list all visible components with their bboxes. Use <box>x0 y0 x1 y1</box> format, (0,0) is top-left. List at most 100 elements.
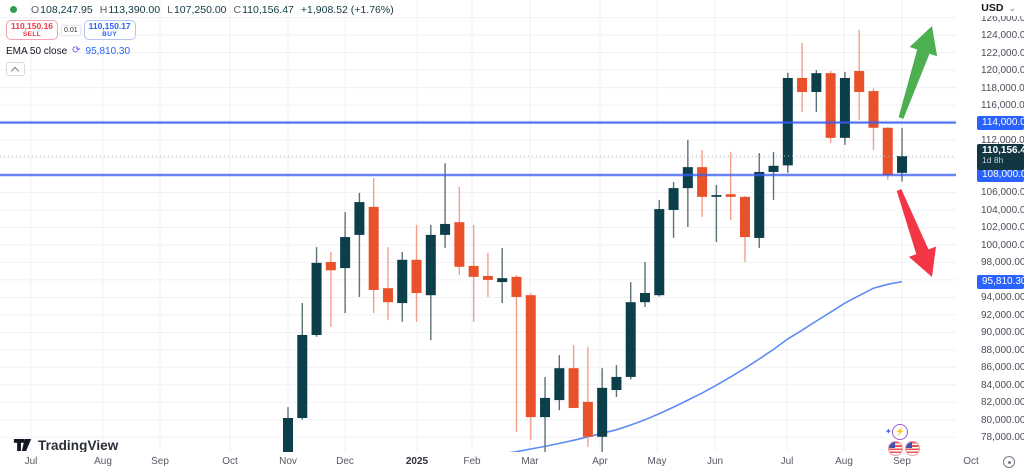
candle <box>497 247 508 304</box>
time-tick-label: Oct <box>963 456 979 467</box>
market-status-dot <box>10 6 17 13</box>
indicator-value: 95,810.30 <box>85 45 131 57</box>
time-tick-label: Mar <box>521 456 539 467</box>
event-markers: ✦ ⚡ <box>884 424 926 458</box>
candle <box>711 185 722 242</box>
time-tick-label: Dec <box>336 456 354 467</box>
candle <box>754 153 765 248</box>
indicator-legend[interactable]: EMA 50 close ⟳ 95,810.30 <box>6 45 394 57</box>
price-axis[interactable]: USD ⌄ 126,000.00 124,000.00 122,000.00 120,… <box>956 0 1024 452</box>
price-tick-label: 124,000.00 <box>981 30 1024 42</box>
candle <box>411 224 422 322</box>
candle <box>825 70 836 144</box>
candle <box>368 178 379 314</box>
candle <box>625 282 636 380</box>
time-tick-label: Apr <box>592 456 608 467</box>
time-tick-label: Sep <box>151 456 169 467</box>
time-tick-label: May <box>647 456 667 467</box>
price-tick-label: 112,000.00 <box>981 135 1024 147</box>
candle <box>511 275 522 432</box>
candle <box>454 186 465 276</box>
time-tick-label: Feb <box>463 456 481 467</box>
last-price-badge: 110,156.471d 8h <box>977 144 1024 171</box>
tradingview-logo[interactable]: TradingView <box>13 437 118 453</box>
time-tick-label: Jun <box>706 456 724 467</box>
sell-button[interactable]: 110,150.16 SELL <box>6 20 58 40</box>
sparkle-icon: ✦ <box>885 427 892 436</box>
time-axis[interactable]: Jul Aug Sep Oct Nov Dec 2025 Feb Mar Apr May Jun Jul… <box>0 452 1024 470</box>
open-value: 108,247.95 <box>40 3 93 16</box>
candle <box>340 212 351 314</box>
time-tick-label: Sep <box>893 456 911 467</box>
price-tick-label: 102,000.00 <box>981 222 1024 234</box>
candle <box>440 163 451 248</box>
high-value: 113,390.00 <box>108 3 161 16</box>
price-tick-label: 84,000.00 <box>981 379 1024 391</box>
order-panel: 110,150.16 SELL 0.01 110,150.17 BUY <box>6 20 394 40</box>
candle <box>839 71 850 145</box>
candle <box>640 261 650 307</box>
watermark-text: TradingView <box>38 437 119 453</box>
ohlc-values: O108,247.95 H113,390.00 L107,250.00 C110… <box>31 3 394 16</box>
price-tick-label: 92,000.00 <box>981 309 1024 321</box>
time-tick-label: Oct <box>222 456 238 467</box>
candle <box>382 247 393 321</box>
candle <box>611 365 622 398</box>
candle <box>297 303 308 420</box>
price-tick-label: 116,000.00 <box>981 100 1024 112</box>
ema-value-badge: 95,810.30 <box>977 274 1024 289</box>
candle <box>725 151 736 221</box>
chevron-down-icon: ⌄ <box>1008 3 1016 13</box>
candle <box>482 252 493 297</box>
spread-value: 0.01 <box>61 24 81 36</box>
currency-selector[interactable]: USD ⌄ <box>956 0 1024 16</box>
tradingview-logo-icon <box>13 438 32 452</box>
us-flag-event-icon[interactable] <box>888 441 903 456</box>
us-flag-event-icon[interactable] <box>905 441 920 456</box>
low-value: 107,250.00 <box>173 3 227 16</box>
time-tick-label: Jul <box>24 456 38 467</box>
price-tick-label: 86,000.00 <box>981 362 1024 374</box>
level-price-badge: 114,000.00 <box>977 115 1024 130</box>
timezone-clock-icon[interactable] <box>1003 456 1015 468</box>
sell-price: 110,150.16 <box>10 21 54 31</box>
buy-button[interactable]: 110,150.17 BUY <box>83 20 136 40</box>
ema50-line[interactable] <box>502 280 903 454</box>
price-tick-label: 82,000.00 <box>981 397 1024 409</box>
candle <box>325 251 336 328</box>
candle <box>797 43 808 113</box>
time-tick-label: 2025 <box>405 456 429 467</box>
price-tick-label: 120,000.00 <box>981 65 1024 77</box>
candle <box>354 192 365 297</box>
candle <box>311 247 322 337</box>
price-tick-label: 78,000.00 <box>981 432 1024 444</box>
change-value: +1,908.52 (+1.76%) <box>300 3 394 16</box>
candle <box>554 355 565 411</box>
candle <box>854 29 865 120</box>
candle <box>897 127 908 182</box>
price-tick-label: 100,000.00 <box>981 239 1024 251</box>
candle <box>468 224 479 322</box>
candle <box>654 199 665 297</box>
candle <box>868 88 879 151</box>
price-tick-label: 118,000.00 <box>981 82 1024 94</box>
price-tick-label: 106,000.00 <box>981 187 1024 199</box>
grid <box>0 0 956 453</box>
drawing-arrow-down[interactable] <box>896 189 936 277</box>
candle <box>668 181 679 238</box>
candle <box>425 224 436 341</box>
ohlc-row: O108,247.95 H113,390.00 L107,250.00 C110… <box>6 3 394 16</box>
buy-price: 110,150.17 <box>88 21 131 31</box>
candle <box>540 376 551 453</box>
drawing-arrow-up[interactable] <box>898 26 938 119</box>
currency-label: USD <box>981 2 1004 14</box>
candle <box>582 346 593 447</box>
candle <box>397 251 408 322</box>
time-tick-label: Nov <box>279 456 297 467</box>
collapse-legend-button[interactable] <box>6 62 25 76</box>
events-lightning-icon[interactable]: ⚡ <box>892 424 908 440</box>
sync-refresh-icon[interactable]: ⟳ <box>72 45 81 56</box>
time-tick-label: Aug <box>94 456 112 467</box>
